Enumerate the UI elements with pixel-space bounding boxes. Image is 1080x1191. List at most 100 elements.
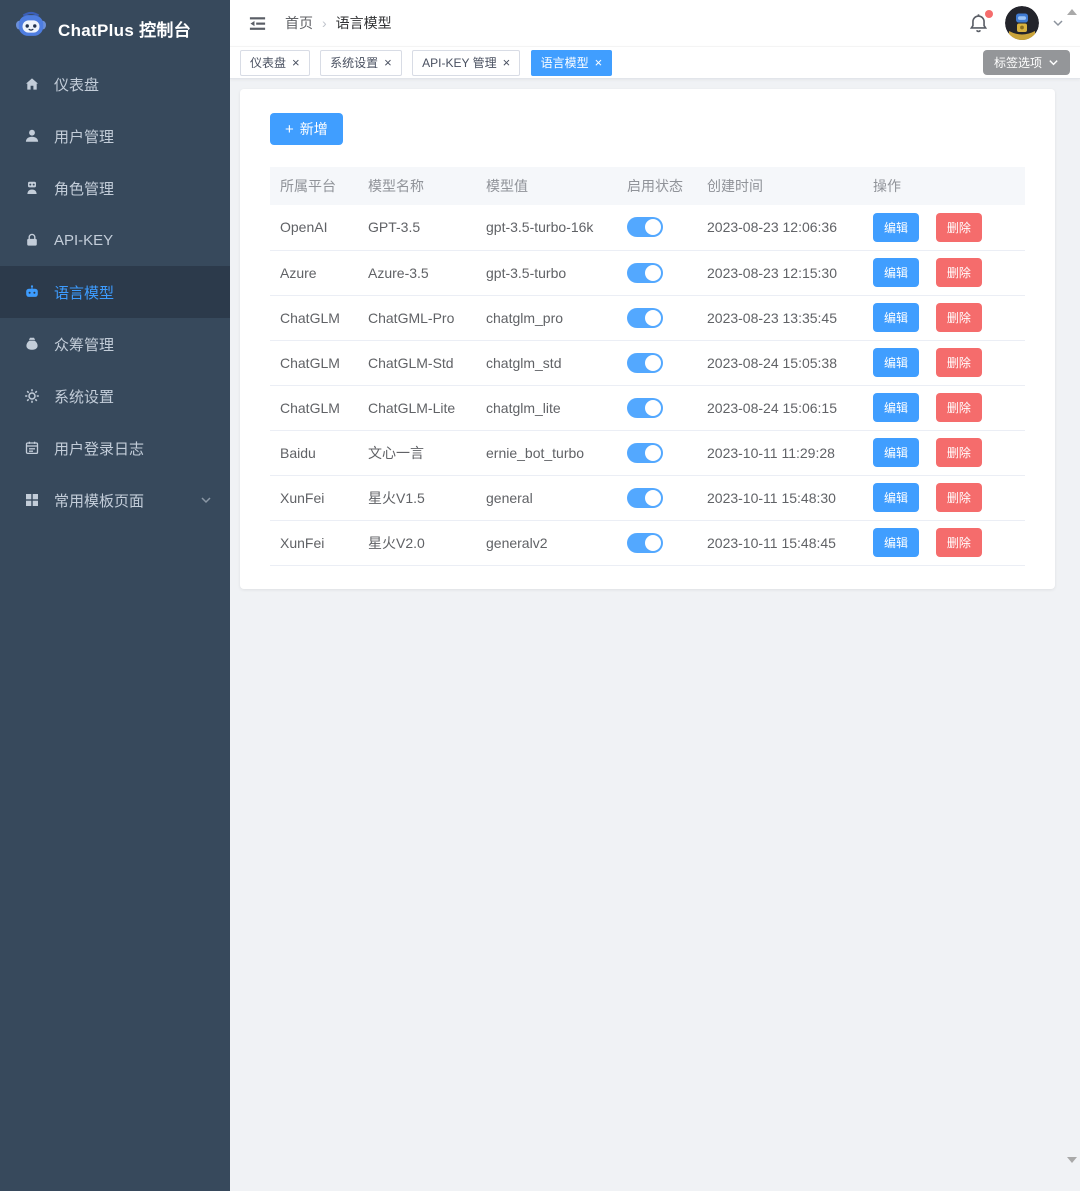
breadcrumb-home[interactable]: 首页	[285, 15, 313, 31]
cell-model-value: chatglm_lite	[476, 385, 617, 431]
tab-api-key[interactable]: API-KEY 管理 ×	[412, 49, 521, 76]
dashboard-icon	[23, 75, 41, 93]
cell-created: 2023-08-24 15:05:38	[697, 340, 863, 386]
add-model-button[interactable]: + 新增	[270, 113, 343, 145]
sidebar-item-users[interactable]: 用户管理	[0, 110, 230, 162]
delete-button[interactable]: 删除	[935, 393, 982, 422]
models-table: 所属平台 模型名称 模型值 启用状态 创建时间 操作 OpenAI GPT-3.…	[270, 167, 1025, 566]
delete-button[interactable]: 删除	[935, 483, 982, 512]
delete-button[interactable]: 删除	[935, 303, 982, 332]
table-row: ChatGLM ChatGML-Pro chatglm_pro 2023-08-…	[270, 295, 1025, 341]
tabs-list: 仪表盘 × 系统设置 × API-KEY 管理 × 语言模型 ×	[240, 49, 618, 76]
sidebar-item-system-settings[interactable]: 系统设置	[0, 370, 230, 422]
tab-language-models[interactable]: 语言模型 ×	[530, 49, 613, 76]
user-menu-chevron-down-icon[interactable]	[1052, 17, 1064, 29]
sidebar-item-dashboard[interactable]: 仪表盘	[0, 58, 230, 110]
cell-model-name: Azure-3.5	[358, 250, 476, 296]
models-card: + 新增 所属平台 模型名称 模型值 启用状态 创建时间 操作	[240, 89, 1055, 589]
col-actions: 操作	[863, 167, 1025, 205]
sidebar-item-login-log[interactable]: 用户登录日志	[0, 422, 230, 474]
tag-options-button[interactable]: 标签选项	[982, 50, 1070, 75]
cell-platform: Azure	[270, 250, 358, 296]
enable-toggle[interactable]	[627, 262, 663, 283]
cell-model-value: gpt-3.5-turbo	[476, 250, 617, 296]
notification-dot	[985, 9, 993, 18]
cell-platform: ChatGLM	[270, 340, 358, 386]
delete-button[interactable]: 删除	[935, 528, 982, 557]
page-scrollbar[interactable]	[1066, 0, 1080, 1191]
table-row: ChatGLM ChatGLM-Std chatglm_std 2023-08-…	[270, 340, 1025, 386]
sidebar: ChatPlus 控制台 仪表盘 用户管理 角色管理	[0, 0, 230, 1191]
scroll-up-icon[interactable]	[1067, 9, 1077, 15]
edit-button[interactable]: 编辑	[873, 348, 920, 377]
language-model-icon	[23, 283, 41, 301]
cell-created: 2023-08-23 13:35:45	[697, 295, 863, 341]
enable-toggle[interactable]	[627, 397, 663, 418]
app-title: ChatPlus 控制台	[58, 20, 192, 40]
edit-button[interactable]: 编辑	[873, 393, 920, 422]
cell-model-name: ChatGLM-Std	[358, 340, 476, 386]
table-header-row: 所属平台 模型名称 模型值 启用状态 创建时间 操作	[270, 167, 1025, 205]
col-model-name: 模型名称	[358, 167, 476, 205]
enable-toggle[interactable]	[627, 217, 663, 238]
sidebar-menu: 仪表盘 用户管理 角色管理	[0, 58, 230, 526]
close-tab-icon[interactable]: ×	[594, 55, 603, 70]
close-tab-icon[interactable]: ×	[384, 55, 392, 70]
delete-button[interactable]: 删除	[935, 438, 982, 467]
cell-model-value: general	[476, 475, 617, 521]
close-tab-icon[interactable]: ×	[292, 55, 300, 70]
chevron-down-icon	[200, 494, 212, 506]
edit-button[interactable]: 编辑	[873, 528, 920, 557]
sidebar-item-roles[interactable]: 角色管理	[0, 162, 230, 214]
cell-model-value: chatglm_std	[476, 340, 617, 386]
enable-toggle[interactable]	[627, 352, 663, 373]
top-header: 首页 › 语言模型	[230, 0, 1080, 46]
col-created: 创建时间	[697, 167, 863, 205]
tab-dashboard[interactable]: 仪表盘 ×	[240, 49, 310, 76]
enable-toggle[interactable]	[627, 487, 663, 508]
delete-button[interactable]: 删除	[935, 348, 982, 377]
cell-platform: XunFei	[270, 520, 358, 566]
tab-system-settings[interactable]: 系统设置 ×	[320, 49, 402, 76]
cell-model-value: gpt-3.5-turbo-16k	[476, 205, 617, 251]
enable-toggle[interactable]	[627, 442, 663, 463]
sidebar-item-api-key[interactable]: API-KEY	[0, 214, 230, 266]
table-row: Azure Azure-3.5 gpt-3.5-turbo 2023-08-23…	[270, 250, 1025, 296]
sidebar-item-templates[interactable]: 常用模板页面	[0, 474, 230, 526]
edit-button[interactable]: 编辑	[873, 258, 920, 287]
chatplus-robot-logo-icon	[14, 9, 48, 48]
cell-model-name: 星火V1.5	[358, 475, 476, 521]
cell-model-value: ernie_bot_turbo	[476, 430, 617, 476]
sidebar-item-language-models[interactable]: 语言模型	[0, 266, 230, 318]
cell-created: 2023-10-11 15:48:45	[697, 520, 863, 566]
cell-created: 2023-08-23 12:06:36	[697, 205, 863, 251]
delete-button[interactable]: 删除	[935, 212, 982, 242]
cell-platform: Baidu	[270, 430, 358, 476]
cell-model-name: 星火V2.0	[358, 520, 476, 566]
cell-platform: XunFei	[270, 475, 358, 521]
close-tab-icon[interactable]: ×	[502, 55, 511, 70]
cell-model-name: ChatGLM-Lite	[358, 385, 476, 431]
breadcrumb-separator-icon: ›	[322, 15, 327, 31]
enable-toggle[interactable]	[627, 532, 663, 553]
scroll-down-icon[interactable]	[1067, 1157, 1077, 1163]
avatar[interactable]	[1005, 6, 1039, 40]
cell-model-name: GPT-3.5	[358, 205, 476, 251]
col-platform: 所属平台	[270, 167, 358, 205]
edit-button[interactable]: 编辑	[873, 303, 920, 332]
cell-platform: ChatGLM	[270, 385, 358, 431]
plus-icon: +	[285, 120, 294, 138]
table-row: Baidu 文心一言 ernie_bot_turbo 2023-10-11 11…	[270, 430, 1025, 476]
cell-model-name: ChatGML-Pro	[358, 295, 476, 341]
sidebar-item-crowdfunding[interactable]: 众筹管理	[0, 318, 230, 370]
sidebar-fold-icon[interactable]	[244, 10, 271, 37]
edit-button[interactable]: 编辑	[873, 212, 920, 242]
user-icon	[23, 127, 41, 145]
breadcrumb: 首页 › 语言模型	[285, 13, 392, 33]
delete-button[interactable]: 删除	[935, 258, 982, 287]
enable-toggle[interactable]	[627, 307, 663, 328]
notifications-button[interactable]	[965, 9, 993, 37]
edit-button[interactable]: 编辑	[873, 483, 920, 512]
table-body: OpenAI GPT-3.5 gpt-3.5-turbo-16k 2023-08…	[270, 205, 1025, 566]
edit-button[interactable]: 编辑	[873, 438, 920, 467]
